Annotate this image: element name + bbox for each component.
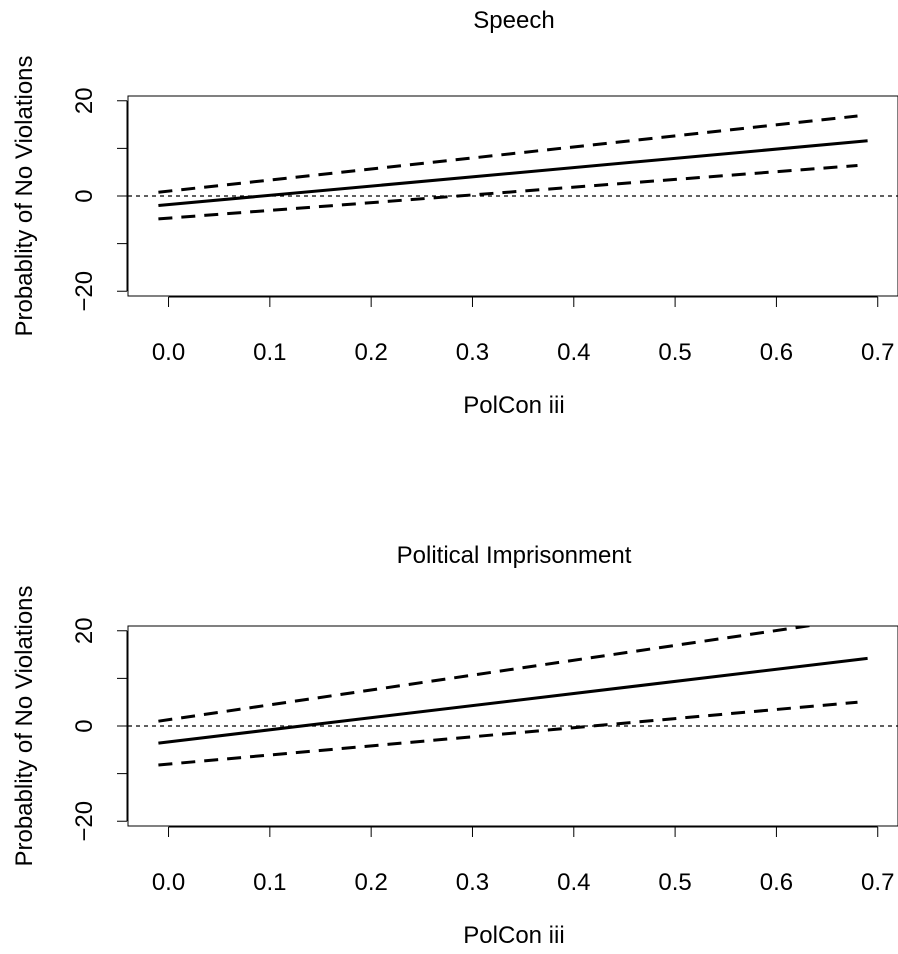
x-tick-label: 0.0 (152, 339, 185, 366)
x-axis: 0.0 0.1 0.2 0.3 0.4 0.5 0.6 0.7 (152, 826, 894, 896)
panel-speech: Speech 0.0 0.1 0.2 0.3 0.4 0.5 0.6 0.7 PolCon iii… (11, 7, 898, 419)
confidence-bound-line (158, 626, 818, 723)
x-axis-label: PolCon iii (463, 922, 564, 949)
confidence-bound-line (158, 164, 858, 221)
panel-political-imprisonment: Political Imprisonment 0.0 0.1 0.2 0.3 0.4 0.5… (11, 542, 898, 949)
y-tick-label: −20 (71, 271, 98, 312)
y-axis: −20 0 20 (71, 617, 128, 842)
x-tick-label: 0.2 (354, 869, 387, 896)
y-axis-label: Probablity of No Violations (11, 55, 38, 336)
y-tick-label: 20 (71, 87, 98, 114)
x-tick-label: 0.3 (456, 869, 489, 896)
x-tick-label: 0.1 (253, 869, 286, 896)
x-tick-label: 0.3 (456, 339, 489, 366)
y-axis-label: Probablity of No Violations (11, 585, 38, 866)
y-axis: −20 0 20 (71, 87, 128, 312)
y-tick-label: 0 (71, 719, 98, 732)
confidence-bound-line (158, 700, 858, 767)
x-tick-label: 0.7 (861, 869, 894, 896)
x-tick-label: 0.4 (557, 869, 590, 896)
x-tick-label: 0.5 (658, 339, 691, 366)
x-tick-label: 0.6 (760, 869, 793, 896)
x-tick-label: 0.6 (760, 339, 793, 366)
plot-area (128, 626, 898, 767)
estimate-line (158, 656, 868, 745)
chart-title: Political Imprisonment (397, 542, 632, 569)
x-tick-label: 0.7 (861, 339, 894, 366)
y-tick-label: 0 (71, 189, 98, 202)
x-tick-label: 0.2 (354, 339, 387, 366)
x-tick-label: 0.5 (658, 869, 691, 896)
plot-area (128, 114, 898, 221)
chart-title: Speech (473, 7, 554, 34)
x-tick-label: 0.1 (253, 339, 286, 366)
estimate-line (158, 139, 868, 207)
x-axis-label: PolCon iii (463, 392, 564, 419)
x-axis: 0.0 0.1 0.2 0.3 0.4 0.5 0.6 0.7 (152, 296, 894, 366)
y-tick-label: −20 (71, 801, 98, 842)
x-tick-label: 0.0 (152, 869, 185, 896)
x-tick-label: 0.4 (557, 339, 590, 366)
y-tick-label: 20 (71, 617, 98, 644)
confidence-bound-line (158, 114, 858, 194)
